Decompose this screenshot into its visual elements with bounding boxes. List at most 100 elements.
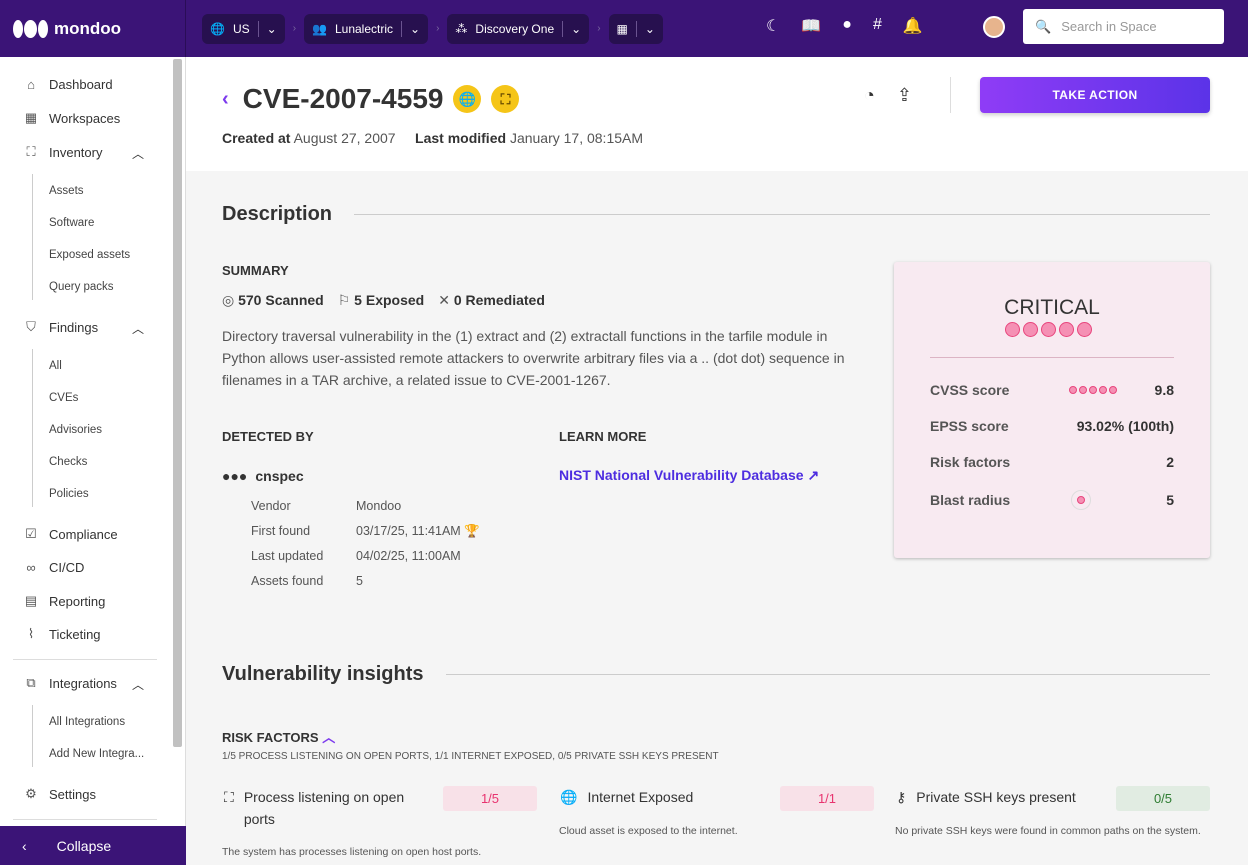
external-link-icon: ↗ <box>807 467 820 483</box>
risk-factor-title: ⛶ Process listening on open ports <box>224 786 424 830</box>
mondoo-logo[interactable]: mondoo <box>0 0 186 57</box>
detail-row: Vendor Mondoo <box>251 499 402 513</box>
sidebar-item-cicd[interactable]: ∞ CI/CD <box>22 560 84 575</box>
sidebar-item-dashboard[interactable]: ⌂ Dashboard <box>22 77 113 92</box>
sidebar-item-ticketing[interactable]: ⌇ Ticketing <box>22 626 101 642</box>
globe-icon: 🌐 <box>210 21 225 36</box>
network-icon: ⛶ <box>224 789 234 805</box>
sidebar-item-all-integrations[interactable]: All Integrations <box>49 716 126 728</box>
bell-icon[interactable]: 🔔 <box>902 18 923 35</box>
risk-factor-desc: The system has processes listening on op… <box>222 846 482 858</box>
sidebar-item-assets[interactable]: Assets <box>49 185 84 197</box>
org-selector[interactable]: 👥 Lunalectric ⌄ <box>304 13 429 44</box>
chevron-down-icon: ⌄ <box>571 21 582 36</box>
globe-icon: 🌐 <box>560 789 578 805</box>
take-action-button[interactable]: TAKE ACTION <box>980 77 1210 113</box>
risk-factor-count: 0/5 <box>1116 786 1210 811</box>
description-text: Directory traversal vulnerability in the… <box>222 328 845 388</box>
chevron-right-icon: › <box>597 23 601 34</box>
share-icon[interactable]: ⇪ <box>896 85 912 105</box>
back-icon[interactable]: ‹ <box>222 87 229 110</box>
learn-more-label: LEARN MORE <box>559 429 647 444</box>
label: Settings <box>49 786 96 802</box>
sidebar-item-checks[interactable]: Checks <box>49 456 88 468</box>
sidebar-item-advisories[interactable]: Advisories <box>49 424 103 436</box>
sidebar-item-cves[interactable]: CVEs <box>49 392 79 404</box>
target-icon <box>1071 490 1092 510</box>
chevron-down-icon: ⌄ <box>644 21 655 36</box>
report-icon[interactable]: ◔ <box>864 85 875 105</box>
main-content: ‹ CVE-2007-4559 🌐 ⛶ Created at August 27, 2… <box>186 57 1248 865</box>
sidebar-item-findings[interactable]: ⛉ Findings <box>22 319 98 335</box>
sidebar-item-workspaces[interactable]: ▦ Workspaces <box>22 110 120 126</box>
severity-label: CRITICAL <box>1004 296 1100 319</box>
logo-text: mondoo <box>54 18 122 38</box>
label: CI/CD <box>49 560 85 575</box>
detail-row: Assets found 5 <box>251 574 363 588</box>
sidebar-item-inventory[interactable]: ⛶ Inventory <box>22 144 102 160</box>
sidebar-item-compliance[interactable]: ☑ Compliance <box>22 526 118 542</box>
sidebar-item-integrations[interactable]: ⧉ Integrations <box>22 675 117 691</box>
mondoo-icon: ●●● <box>222 468 248 484</box>
avatar[interactable] <box>983 16 1005 38</box>
moon-icon[interactable]: ☾ <box>766 18 781 35</box>
chevron-up-icon[interactable]: ︿ <box>132 678 145 692</box>
workspace-selector[interactable]: ▦ ⌄ <box>608 13 663 44</box>
label: Inventory <box>49 144 103 160</box>
integrations-icon: ⧉ <box>26 675 36 690</box>
gear-icon: ⚙ <box>25 786 37 801</box>
label: Integrations <box>49 675 117 691</box>
score-card: CRITICAL CVSS score 9.8 EPSS score 93.02% … <box>894 262 1210 558</box>
region-selector[interactable]: 🌐 US ⌄ <box>202 13 285 44</box>
inventory-icon: ⛶ <box>26 144 36 159</box>
collapse-button[interactable]: ‹ Collapse <box>0 826 186 865</box>
paperclip-icon: ⌇ <box>27 626 35 641</box>
chevron-up-icon[interactable]: ︿ <box>132 322 145 336</box>
risk-factors-toggle[interactable]: RISK FACTORS ︿ <box>222 730 336 745</box>
risk-factor-count: 1/1 <box>780 786 874 811</box>
detail-row: First found 03/17/25, 11:41AM 🏆 <box>251 524 480 538</box>
globe-icon: 🌐 <box>453 85 482 113</box>
sidebar-item-add-integration[interactable]: Add New Integra... <box>49 748 145 760</box>
search-placeholder: Search in Space <box>1061 19 1157 34</box>
shield-icon: ⛉ <box>26 319 36 334</box>
chevron-left-icon: ‹ <box>22 837 27 854</box>
section-description: Description <box>222 203 1210 226</box>
sidebar-item-settings[interactable]: ⚙ Settings <box>22 786 96 802</box>
book-icon[interactable]: 📖 <box>801 18 822 35</box>
nvd-link[interactable]: NIST National Vulnerability Database ↗ <box>559 467 820 483</box>
divider <box>13 819 157 820</box>
trophy-icon: 🏆 <box>460 524 480 538</box>
sidebar-item-query-packs[interactable]: Query packs <box>49 281 114 293</box>
crumb-label: Lunalectric <box>334 21 394 36</box>
remediated-stat: ✕ 0 Remediated <box>438 292 545 308</box>
blast-radius-row: Blast radius 5 <box>930 490 1174 510</box>
search-input[interactable]: 🔍 Search in Space <box>1023 9 1224 44</box>
sidebar-item-reporting[interactable]: ▤ Reporting <box>22 593 106 609</box>
label: Findings <box>49 319 99 335</box>
chevron-up-icon[interactable]: ︿ <box>132 147 145 161</box>
summary-stats: ◎ 570 Scanned ⚐ 5 Exposed ✕ 0 Remediated <box>222 292 545 309</box>
sidebar-item-policies[interactable]: Policies <box>49 488 89 500</box>
sidebar-scrollbar[interactable] <box>173 59 182 747</box>
scanned-stat: ◎ 570 Scanned <box>222 292 324 308</box>
compliance-icon: ☑ <box>25 526 37 541</box>
workspaces-icon: ▦ <box>24 110 38 125</box>
label: Compliance <box>49 526 118 542</box>
risk-summary: 1/5 PROCESS LISTENING ON OPEN PORTS, 1/1… <box>222 751 719 762</box>
chevron-right-icon: › <box>292 23 297 34</box>
space-selector[interactable]: ⁂ Discovery One ⌄ <box>447 13 590 44</box>
sidebar-item-software[interactable]: Software <box>49 217 95 229</box>
sidebar-item-all[interactable]: All <box>49 360 62 372</box>
infinity-icon: ∞ <box>26 560 36 575</box>
chevron-down-icon: ⌄ <box>266 21 277 36</box>
chevron-up-icon: ︿ <box>322 730 336 745</box>
github-icon[interactable]: ● <box>842 16 852 33</box>
report-icon: ▤ <box>24 593 38 608</box>
bandage-icon: ✕ <box>438 292 450 308</box>
detected-by-label: DETECTED BY <box>222 429 314 444</box>
people-icon: 👥 <box>312 21 327 36</box>
sidebar: ⌂ Dashboard ▦ Workspaces ⛶ Inventory ︿ Asse… <box>0 57 186 865</box>
sidebar-item-exposed-assets[interactable]: Exposed assets <box>49 249 131 261</box>
slack-icon[interactable]: # <box>872 16 882 33</box>
